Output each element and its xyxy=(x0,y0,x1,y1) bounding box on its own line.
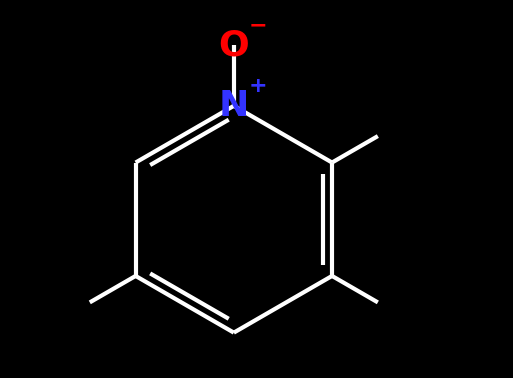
Text: +: + xyxy=(248,76,267,96)
Text: −: − xyxy=(248,16,267,36)
Text: O: O xyxy=(219,28,249,62)
Text: N: N xyxy=(219,89,249,123)
